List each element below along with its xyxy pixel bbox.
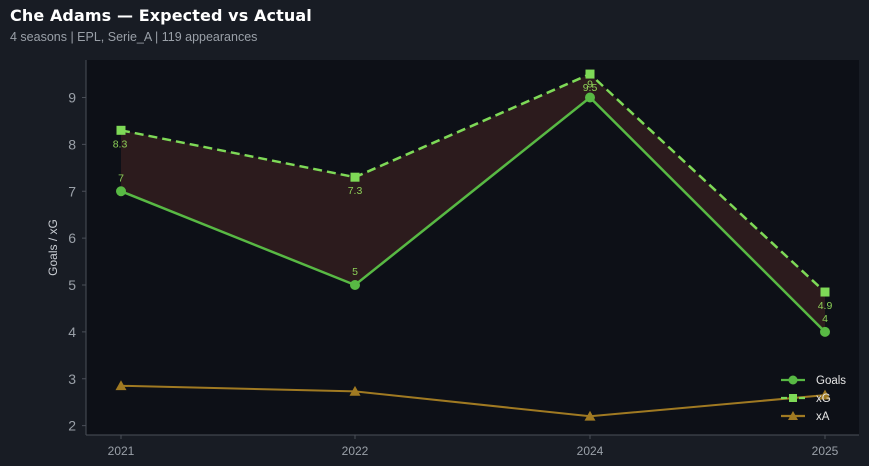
x-tick-label: 2024 xyxy=(577,444,604,458)
data-label-goals: 9 xyxy=(587,79,593,91)
data-label-xg: 7.3 xyxy=(348,185,363,197)
chart-title: Che Adams — Expected vs Actual xyxy=(10,6,312,25)
y-tick-label: 3 xyxy=(68,371,76,387)
legend-label-xa: xA xyxy=(816,411,830,423)
data-point-xg xyxy=(585,69,595,79)
data-point-goals xyxy=(350,280,360,290)
data-label-goals: 5 xyxy=(352,266,358,278)
data-point-goals xyxy=(820,326,830,337)
y-tick-label: 4 xyxy=(68,324,76,340)
data-point-xa xyxy=(115,380,127,391)
data-label-goals: 4 xyxy=(822,313,828,325)
data-point-xg xyxy=(350,172,360,182)
x-tick-label: 2021 xyxy=(108,444,135,458)
series-line-goals xyxy=(120,95,826,333)
data-point-goals xyxy=(116,186,126,197)
data-point-xa xyxy=(584,410,596,421)
legend-marker-goals xyxy=(788,375,798,385)
data-point-goals xyxy=(585,92,595,103)
legend-marker-xg xyxy=(789,394,797,402)
legend-marker-xa xyxy=(788,411,798,420)
data-point-xg xyxy=(116,125,126,135)
xg-gap-area xyxy=(121,74,825,332)
y-tick-label: 5 xyxy=(68,277,76,293)
plot-area xyxy=(86,60,859,435)
x-tick-label: 2025 xyxy=(812,444,839,458)
data-label-xg: 9.5 xyxy=(583,82,598,94)
chart-subtitle: 4 seasons | EPL, Serie_A | 119 appearanc… xyxy=(10,30,258,44)
y-axis-label: Goals / xG xyxy=(46,219,60,276)
x-tick-label: 2022 xyxy=(342,444,369,458)
legend-label-xg: xG xyxy=(816,393,831,405)
chart-header: Che Adams — Expected vs Actual 4 seasons… xyxy=(10,6,312,44)
series-line-xa xyxy=(120,384,826,418)
y-tick-label: 2 xyxy=(68,418,76,434)
data-label-xg: 8.3 xyxy=(113,138,128,150)
series-line-xg xyxy=(120,72,826,293)
data-label-goals: 7 xyxy=(118,172,124,184)
y-tick-label: 6 xyxy=(68,230,76,246)
y-tick-label: 8 xyxy=(68,136,76,152)
data-point-xa xyxy=(819,389,831,400)
y-tick-label: 9 xyxy=(68,90,76,106)
legend-label-goals: Goals xyxy=(816,375,846,387)
data-point-xa xyxy=(349,385,361,396)
data-point-xg xyxy=(820,287,830,297)
y-tick-label: 7 xyxy=(68,183,76,199)
data-label-xg: 4.9 xyxy=(818,300,833,312)
